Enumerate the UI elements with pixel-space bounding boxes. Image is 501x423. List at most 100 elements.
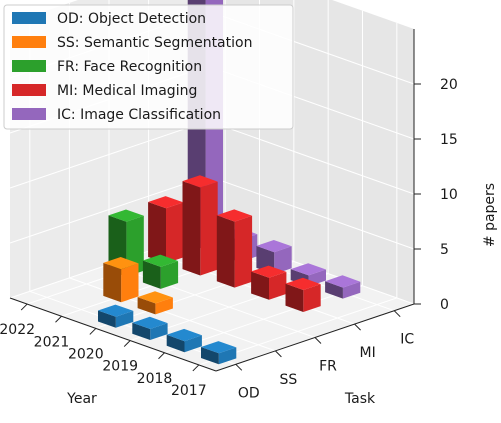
legend: OD: Object Detection SS: Semantic Segment… [3,4,294,130]
bar-ic-2018 [325,275,361,299]
bar-face-side [132,322,151,340]
bar-face-top [108,209,144,222]
legend-swatch-mi [12,84,46,96]
z-tick-label: 10 [440,187,458,203]
bar-face-side [216,215,235,288]
bar-face-top [201,341,237,354]
bar-face-front [342,281,361,299]
task-tick [235,363,243,371]
bar-face-front [269,271,287,300]
bar-face-top [132,316,168,329]
legend-swatch-od [12,12,46,24]
bar-face-top [148,196,184,209]
bar-mi-2020 [216,209,253,288]
bar-face-front [200,181,218,276]
z-tick-label: 0 [440,297,449,313]
task-tick [393,310,401,318]
task-tick-label: OD [238,385,260,401]
bar-face-top [166,328,202,342]
year-tick [89,328,97,335]
bar-mi-2022 [148,196,184,264]
bar-face-top [137,291,173,304]
legend-label-mi: MI: Medical Imaging [57,83,197,99]
bar-face-front [218,347,237,365]
year-tick-label: 2019 [102,359,138,375]
bar-face-side [142,260,161,289]
bar-face-front [184,335,202,353]
z-tick-label: 5 [440,242,449,258]
bar-face-side [325,281,343,299]
bar-face-side [285,283,304,312]
grid-line-z [207,120,415,195]
bar-face-side [98,310,116,328]
bar-face-top [182,175,218,188]
task-tick-label: MI [359,345,375,361]
z-tick-label: 15 [440,132,458,148]
task-tick-label: SS [280,372,298,388]
bar-face-front [166,202,184,264]
grid-line-z [207,175,415,250]
bar-face-front [115,310,134,328]
bar-ss-2020 [137,291,173,315]
bar-od-2019 [132,316,168,340]
legend-label-ss: SS: Semantic Segmentation [57,35,252,51]
x-axis-label: Year [66,391,97,407]
grid-line-z [9,175,209,244]
bar-face-side [148,202,166,264]
year-tick [123,340,131,347]
axis-labels: Year Task # papers 201720182019202020212… [0,77,498,407]
z-tick-label: 20 [440,77,458,93]
axis-lines [9,29,421,372]
bar-od-2020 [98,304,134,328]
legend-swatch-ss [12,36,46,48]
bar-face-side [137,297,156,315]
bar-face-front [234,215,253,288]
grid-line-z [9,120,209,189]
bar-face-top [285,277,321,290]
year-tick [55,315,62,323]
year-tick [192,364,200,372]
bar-face-top [98,304,134,317]
year-tick-label: 2021 [34,334,70,350]
bar-mi-2021 [182,175,218,276]
bar-ss-2021 [103,257,139,303]
bar-face-side [166,334,185,353]
legend-label-fr: FR: Face Recognition [57,59,202,75]
year-tick [20,303,28,311]
bar-od-2018 [166,328,202,353]
y-axis-label: Task [344,391,376,407]
bar-face-top [256,240,292,253]
task-tick [275,350,282,358]
task-tick-label: IC [400,332,414,348]
bar-face-front [155,297,173,315]
bar-face-top [216,209,253,222]
bar-mi-2019 [251,265,287,300]
legend-swatch-fr [12,60,46,72]
legend-label-od: OD: Object Detection [57,11,206,27]
bar-face-top [103,257,139,270]
bar-face-side [251,271,269,300]
bar-face-top [325,275,361,288]
year-axis-line [9,297,217,372]
bar-face-side [201,347,219,365]
legend-label-ic: IC: Image Classification [57,107,221,123]
year-tick-label: 2017 [171,383,207,399]
bar-ic-2020 [256,240,292,275]
bar-fr-2021 [142,254,179,289]
bar-face-top [251,265,287,278]
year-tick-label: 2018 [137,371,173,387]
bar-face-side [182,181,201,276]
bar-face-front [121,263,139,303]
bar-face-front [150,323,168,340]
bar-face-top [142,254,179,267]
task-tick-label: FR [319,359,337,375]
bar-od-2017 [201,341,237,365]
task-tick [354,323,361,331]
bar-face-front [160,261,179,289]
year-tick [158,352,165,360]
year-tick-label: 2022 [0,322,35,338]
legend-frame [3,4,294,130]
bar-mi-2018 [285,277,321,312]
bar-face-side [103,262,122,303]
